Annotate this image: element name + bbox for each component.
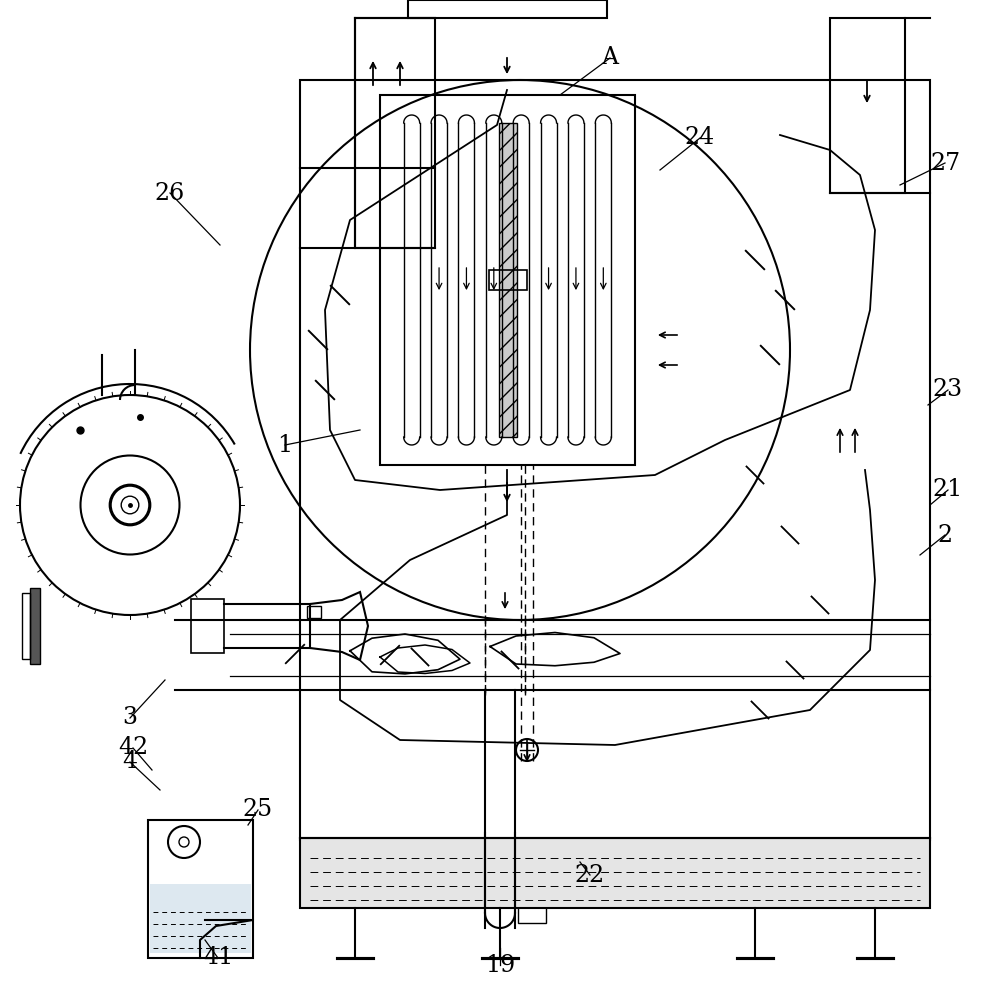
Bar — [489, 270, 527, 290]
Bar — [29, 588, 40, 664]
Bar — [380, 95, 635, 465]
Text: 27: 27 — [930, 151, 960, 174]
Bar — [355, 18, 435, 248]
Bar — [150, 884, 251, 953]
Bar — [22, 593, 29, 659]
Text: 24: 24 — [685, 126, 715, 149]
Bar — [408, 0, 607, 18]
Text: 3: 3 — [123, 706, 137, 730]
Bar — [300, 838, 930, 908]
Bar — [830, 18, 905, 193]
Bar — [300, 80, 930, 840]
Text: 41: 41 — [203, 946, 233, 970]
Text: 2: 2 — [938, 524, 953, 546]
Text: 1: 1 — [278, 434, 292, 456]
Bar — [148, 820, 253, 958]
Text: 42: 42 — [118, 736, 148, 760]
Text: 4: 4 — [123, 750, 137, 774]
Text: A: A — [601, 46, 618, 70]
Text: 26: 26 — [155, 182, 185, 205]
Text: 21: 21 — [933, 479, 963, 502]
Text: 19: 19 — [485, 954, 515, 976]
Text: 25: 25 — [243, 798, 273, 822]
Bar — [190, 599, 224, 653]
Text: 22: 22 — [575, 863, 605, 886]
Bar — [307, 606, 321, 618]
Bar — [499, 123, 517, 437]
Text: 23: 23 — [933, 378, 963, 401]
Bar — [518, 885, 546, 923]
